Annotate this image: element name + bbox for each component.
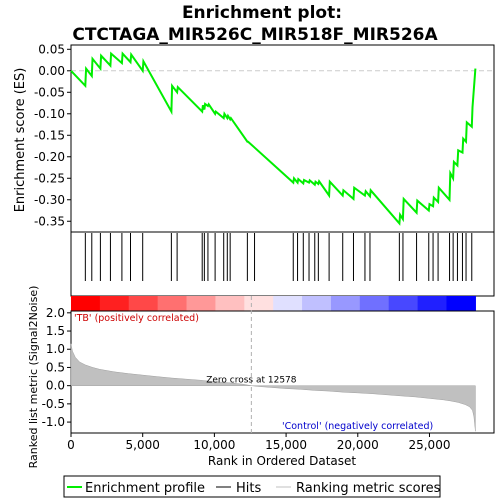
positive-correlation-label: 'TB' (positively correlated) xyxy=(74,313,199,324)
metric-y-tick-label: -0.5 xyxy=(42,397,65,411)
metric-y-tick-label: 1.5 xyxy=(46,324,65,338)
es-y-tick-label: 0.05 xyxy=(38,42,65,56)
es-y-tick-label: -0.15 xyxy=(34,128,65,142)
chart-title: Enrichment plot: xyxy=(182,3,342,23)
metric-y-tick-label: 0.0 xyxy=(46,379,65,393)
es-y-tick-label: -0.35 xyxy=(34,214,65,228)
metric-y-tick-label: 0.5 xyxy=(46,360,65,374)
color-bar-segment xyxy=(330,296,361,311)
es-y-tick-label: 0.00 xyxy=(38,64,65,78)
legend-ranking-label: Ranking metric scores xyxy=(296,481,441,496)
legend-box xyxy=(63,475,441,498)
color-bar-segment xyxy=(302,296,332,311)
color-bar-segment xyxy=(446,296,476,311)
x-tick-label: 15,000 xyxy=(265,438,307,452)
legend-hits-label: Hits xyxy=(236,481,261,496)
legend-enrichment-label: Enrichment profile xyxy=(85,481,205,496)
x-tick-label: 20,000 xyxy=(337,438,379,452)
color-bar-segment xyxy=(186,296,217,311)
metric-y-axis-label: Ranked list metric (Signal2Noise) xyxy=(27,286,40,469)
color-bar-segment xyxy=(388,296,419,311)
es-y-tick-label: -0.05 xyxy=(34,85,65,99)
color-bar-segment xyxy=(215,296,245,311)
color-bar-segment xyxy=(359,296,390,311)
color-bar-segment xyxy=(71,296,101,311)
es-y-tick-label: -0.10 xyxy=(34,107,65,121)
color-bar-segment xyxy=(273,296,303,311)
es-panel-frame xyxy=(70,44,495,233)
es-y-tick-label: -0.25 xyxy=(34,171,65,185)
color-bar-segment xyxy=(417,296,448,311)
metric-y-tick-label: 1.0 xyxy=(46,342,65,356)
es-y-axis: 0.05 0.00 -0.05 -0.10 -0.15 -0.20 -0.25 -0.30 -0… xyxy=(34,42,71,228)
hits-ticks xyxy=(84,233,473,281)
hits-panel-frame xyxy=(70,231,495,297)
metric-y-tick-label: -1.0 xyxy=(42,415,65,429)
metric-panel-frame xyxy=(70,310,495,434)
zero-cross-annotation: Zero cross at 12578 xyxy=(206,376,297,386)
es-y-axis-label: Enrichment score (ES) xyxy=(13,68,28,213)
metric-y-tick-label: 2.0 xyxy=(46,306,65,320)
x-tick-label: 5,000 xyxy=(126,438,160,452)
x-tick-label: 25,000 xyxy=(408,438,450,452)
negative-correlation-label: 'Control' (negatively correlated) xyxy=(282,421,433,432)
es-y-tick-label: -0.20 xyxy=(34,150,65,164)
x-tick-label: 0 xyxy=(67,438,75,452)
color-bar-segment xyxy=(128,296,159,311)
color-bar-segment xyxy=(157,296,188,311)
color-bar-segment xyxy=(99,296,130,311)
metric-y-axis: 2.0 1.5 1.0 0.5 0.0 -0.5 -1.0 xyxy=(42,306,71,429)
es-y-tick-label: -0.30 xyxy=(34,193,65,207)
chart-subtitle: CTCTAGA_MIR526C_MIR518F_MIR526A xyxy=(72,25,438,45)
enrichment-profile-line xyxy=(70,51,477,226)
color-bar-segment xyxy=(244,296,274,311)
ranking-color-bar xyxy=(71,296,476,311)
x-tick-label: 10,000 xyxy=(193,438,235,452)
ranking-metric-area xyxy=(70,343,476,432)
x-axis: 0 5,000 10,000 15,000 20,000 25,000 xyxy=(67,433,450,452)
x-axis-label: Rank in Ordered Dataset xyxy=(208,454,356,468)
